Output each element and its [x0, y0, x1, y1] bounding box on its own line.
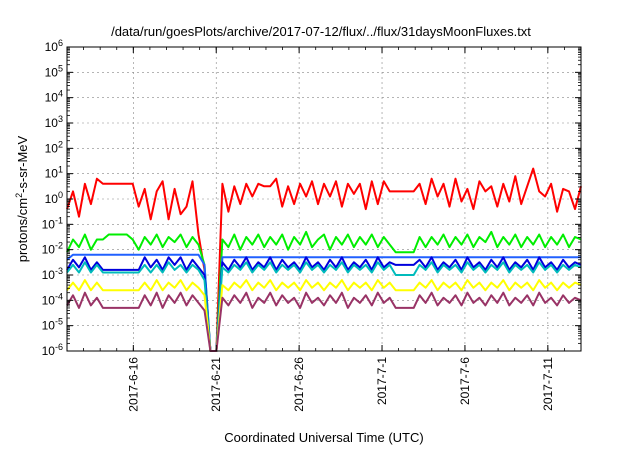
y-tick-label: 10-6	[42, 342, 63, 358]
y-tick-exponent: 5	[58, 63, 63, 73]
y-tick-exponent: 1	[58, 165, 63, 175]
series-line-1	[66, 230, 582, 352]
x-tick-label: 2017-6-21	[209, 357, 223, 412]
y-axis-label-pre: protons/cm	[15, 198, 30, 262]
axis-ticks	[67, 46, 581, 352]
y-tick-exponent: 3	[58, 114, 63, 124]
series-line-3	[66, 256, 582, 352]
y-tick-exponent: 6	[58, 38, 63, 48]
y-tick-base: 10	[42, 344, 56, 358]
series-layer	[66, 167, 582, 352]
y-tick-base: 10	[45, 65, 59, 79]
y-tick-base: 10	[45, 91, 59, 105]
y-tick-label: 101	[45, 165, 63, 181]
y-tick-label: 104	[45, 89, 63, 105]
y-tick-base: 10	[42, 293, 56, 307]
series-line-6	[66, 291, 582, 352]
x-axis-label: Coordinated Universal Time (UTC)	[224, 430, 423, 445]
x-tick-label: 2017-7-1	[375, 357, 389, 405]
y-tick-base: 10	[45, 167, 59, 181]
y-tick-label: 103	[45, 114, 63, 130]
grid-lines	[67, 47, 581, 351]
y-axis-label-sup: 2	[14, 193, 24, 198]
y-tick-base: 10	[42, 243, 56, 257]
series-line-4	[66, 261, 582, 352]
y-tick-exponent: 2	[58, 139, 63, 149]
y-tick-exponent: -3	[55, 266, 63, 276]
y-tick-label: 10-1	[42, 215, 63, 231]
y-tick-label: 10-2	[42, 241, 63, 257]
y-tick-label: 10-5	[42, 317, 63, 333]
series-line-5	[66, 279, 582, 352]
y-tick-base: 10	[45, 141, 59, 155]
y-tick-exponent: -2	[55, 241, 63, 251]
x-tick-label: 2017-7-11	[541, 357, 555, 411]
chart-title: /data/run/goesPlots/archive/2017-07-12/f…	[111, 24, 531, 39]
y-tick-base: 10	[45, 192, 59, 206]
x-tick-label: 2017-7-6	[458, 357, 472, 405]
y-tick-base: 10	[45, 116, 59, 130]
series-line-2	[66, 253, 581, 352]
y-axis-label-post: -s-sr-MeV	[15, 135, 30, 192]
y-tick-exponent: 0	[58, 190, 63, 200]
series-line-0	[66, 167, 582, 352]
y-tick-label: 105	[45, 63, 63, 79]
y-tick-base: 10	[42, 268, 56, 282]
x-tick-label: 2017-6-26	[292, 357, 306, 412]
y-tick-label: 102	[45, 139, 63, 155]
y-tick-labels: 10-610-510-410-310-210-11001011021031041…	[42, 38, 63, 358]
y-tick-label: 10-3	[42, 266, 63, 282]
y-tick-exponent: -1	[55, 215, 63, 225]
y-tick-base: 10	[45, 40, 59, 54]
y-tick-exponent: -4	[55, 291, 63, 301]
y-axis-label: protons/cm2-s-sr-MeV	[14, 135, 30, 262]
x-tick-labels: 2017-6-16 2017-6-21 2017-6-26 2017-7-1 2017-…	[126, 357, 555, 412]
x-tick-label: 2017-6-16	[126, 357, 140, 412]
y-tick-exponent: -5	[55, 317, 63, 327]
y-tick-exponent: -6	[55, 342, 63, 352]
y-tick-label: 100	[45, 190, 63, 206]
y-tick-label: 106	[45, 38, 63, 54]
y-tick-base: 10	[42, 319, 56, 333]
y-tick-exponent: 4	[58, 89, 63, 99]
y-tick-base: 10	[42, 217, 56, 231]
y-tick-label: 10-4	[42, 291, 63, 307]
